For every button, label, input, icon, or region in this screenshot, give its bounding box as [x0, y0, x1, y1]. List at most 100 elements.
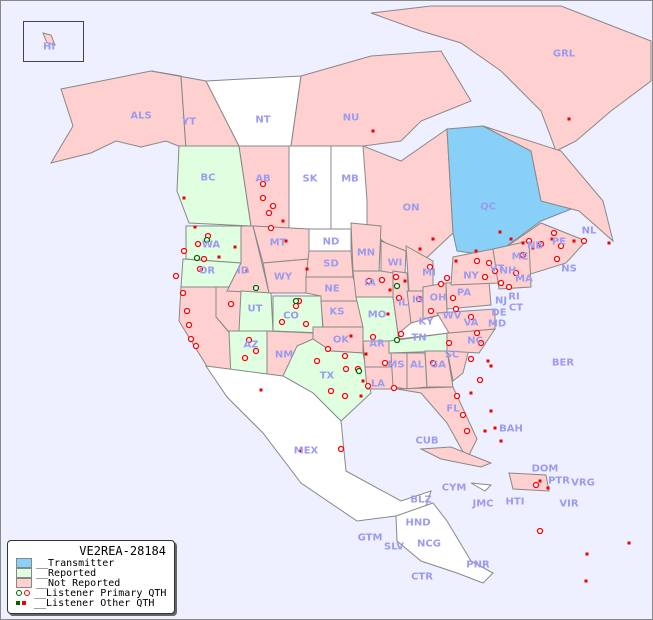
listener-other-marker: [584, 579, 588, 583]
region-label-slv: SLV: [384, 541, 404, 553]
legend-item-reported: __Reported: [16, 568, 174, 579]
listener-other-marker: [531, 246, 535, 250]
region-hispaniola: [508, 472, 550, 492]
region-label-me: ME: [511, 251, 529, 263]
listener-other-marker: [585, 552, 589, 556]
region-label-md: MD: [487, 318, 507, 330]
listener-primary-marker: [453, 392, 461, 400]
listener-primary-marker: [194, 240, 202, 248]
region-label-tx: TX: [319, 370, 335, 382]
listener-primary-marker: [485, 259, 493, 267]
listener-other-marker: [418, 247, 422, 251]
region-label-ks: KS: [329, 306, 345, 318]
region-label-tn: TN: [411, 332, 427, 344]
region-label-dom: DOM: [531, 463, 559, 475]
listener-primary-marker: [192, 342, 200, 350]
region-label-la: LA: [370, 378, 386, 390]
region-label-nl: NL: [581, 225, 597, 237]
listener-primary-marker: [537, 240, 545, 248]
listener-primary-marker: [342, 365, 350, 373]
circle-marker-icon: [16, 590, 32, 596]
region-label-co: CO: [283, 310, 299, 322]
listener-primary-marker: [467, 355, 475, 363]
listener-primary-marker: [459, 411, 467, 419]
region-al: [406, 352, 428, 390]
region-label-blz: BLZ: [410, 494, 432, 506]
region-label-bah: BAH: [499, 423, 523, 435]
listener-other-marker: [474, 249, 478, 253]
listener-other-marker: [454, 259, 458, 263]
listener-primary-marker: [259, 180, 267, 188]
region-label-mi: MI: [422, 267, 436, 279]
region-label-wa: WA: [201, 239, 221, 251]
listener-other-marker: [489, 364, 493, 368]
region-label-bc: BC: [200, 172, 216, 184]
listener-primary-marker: [364, 382, 372, 390]
listener-primary-marker: [415, 295, 423, 303]
region-label-ber: BER: [551, 357, 575, 369]
listener-primary-marker: [324, 345, 332, 353]
region-label-ptr: PTR: [548, 475, 570, 487]
region-grl: [370, 5, 652, 152]
listener-other-marker: [607, 241, 611, 245]
region-label-va: VA: [463, 317, 479, 329]
region-label-mt: MT: [269, 237, 287, 249]
legend: VE2REA-28184 __Transmitter __Reported __…: [7, 540, 175, 614]
legend-item-other-qth: __Listener Other QTH: [16, 598, 174, 609]
region-label-ms: MS: [387, 359, 405, 371]
listener-primary-marker: [445, 339, 453, 347]
region-label-ct: CT: [508, 302, 524, 314]
listener-primary-marker: [467, 313, 475, 321]
listener-primary-marker: [196, 265, 204, 273]
listener-primary-marker: [427, 307, 435, 315]
listener-primary-marker: [381, 359, 389, 367]
region-label-ky: KY: [418, 316, 434, 328]
listener-other-marker: [489, 409, 493, 413]
region-label-sd: SD: [323, 258, 339, 270]
region-label-ctr: CTR: [411, 571, 433, 583]
region-label-al: AL: [409, 359, 425, 371]
region-label-ne: NE: [324, 283, 340, 295]
region-va: [436, 308, 496, 334]
listener-other-marker: [483, 429, 487, 433]
region-label-pe: PE: [551, 236, 567, 248]
listener-primary-marker: [505, 283, 513, 291]
listener-primary-marker: [497, 279, 505, 287]
listener-primary-marker: [378, 276, 386, 284]
listener-primary-marker: [476, 376, 484, 384]
legend-label: __Listener Primary QTH: [34, 587, 167, 599]
listener-primary-marker: [252, 347, 260, 355]
listener-primary-marker: [241, 354, 249, 362]
region-label-ncg: NCG: [417, 538, 441, 550]
listener-primary-marker: [553, 255, 561, 263]
listener-primary-marker: [327, 387, 335, 395]
square-marker-icon: [16, 601, 32, 605]
region-label-pnr: PNR: [466, 559, 490, 571]
listener-primary-marker: [369, 333, 377, 341]
legend-label: __Not Reported: [36, 577, 121, 589]
listener-primary-marker: [252, 284, 260, 292]
listener-primary-marker: [393, 282, 401, 290]
region-nl: [482, 125, 614, 243]
listener-primary-marker: [172, 272, 180, 280]
listener-primary-marker: [341, 392, 349, 400]
region-label-fl: FL: [446, 403, 460, 415]
listener-other-marker: [364, 352, 368, 356]
region-label-jmc: JMC: [472, 498, 494, 510]
listener-other-marker: [499, 439, 503, 443]
listener-primary-marker: [180, 247, 188, 255]
region-label-mn: MN: [356, 247, 376, 259]
region-label-grl: GRL: [552, 48, 576, 60]
region-central-america: [395, 502, 494, 584]
listener-other-marker: [281, 219, 285, 223]
region-sk: [288, 145, 332, 230]
listener-primary-marker: [512, 269, 520, 277]
region-label-nm: NM: [274, 349, 294, 361]
region-label-hti: HTI: [505, 496, 525, 508]
region-label-il: IL: [397, 297, 409, 309]
listener-primary-marker: [390, 384, 398, 392]
legend-item-primary-qth: __Listener Primary QTH: [16, 587, 174, 599]
listener-primary-marker: [365, 277, 373, 285]
listener-primary-marker: [473, 329, 481, 337]
region-label-or: OR: [198, 265, 216, 277]
